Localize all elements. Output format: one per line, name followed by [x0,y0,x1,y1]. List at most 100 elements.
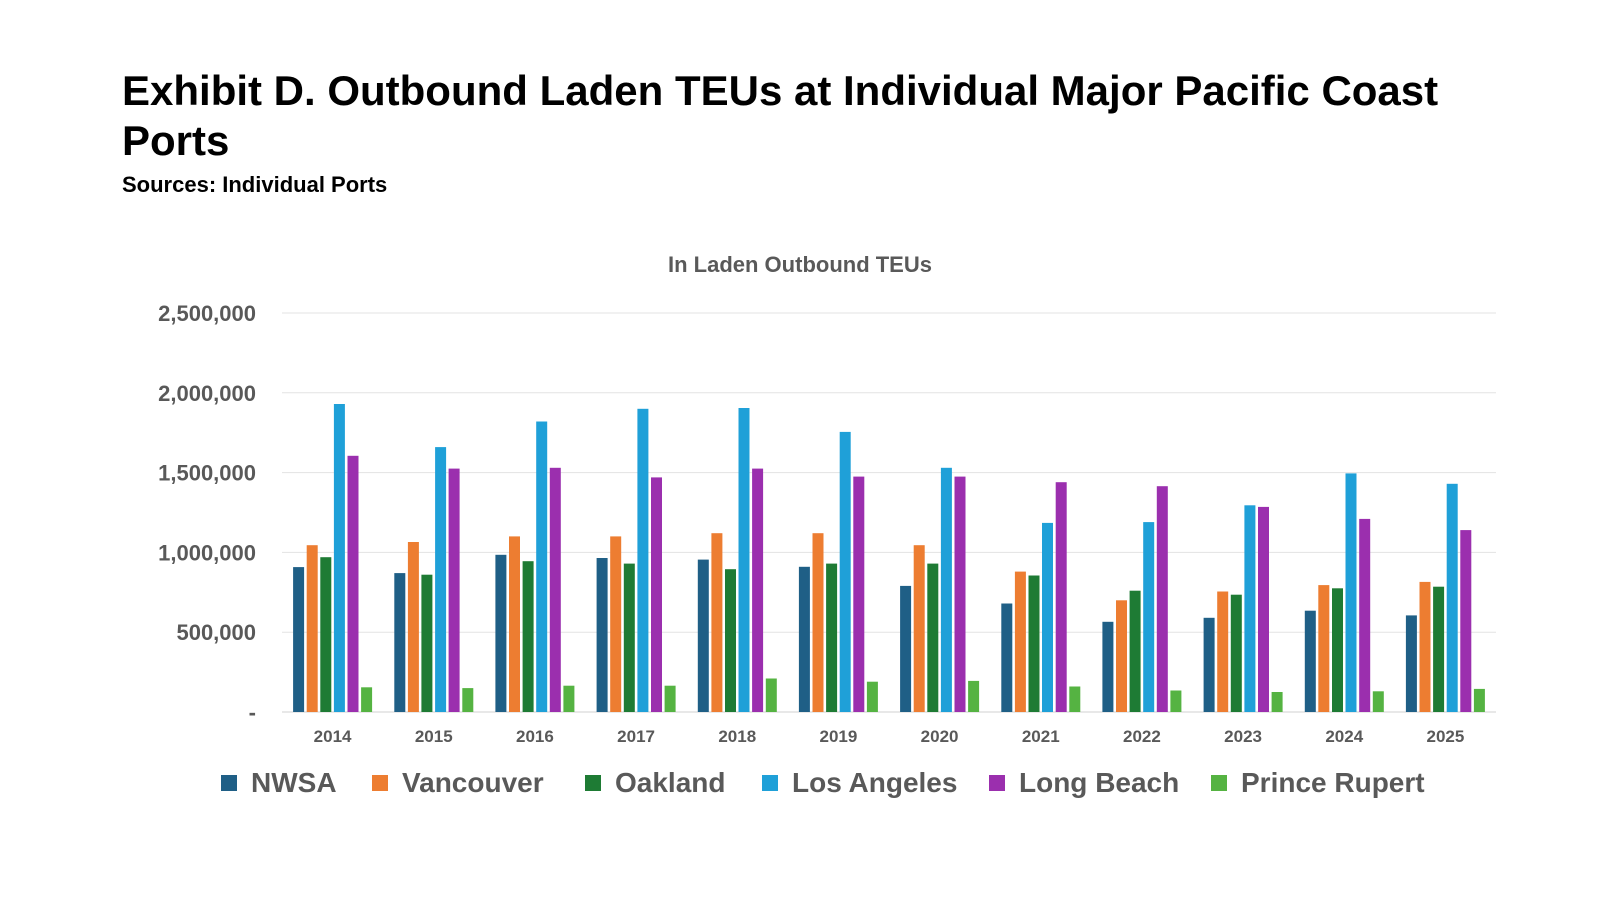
bar-los-angeles-2015: Los Angeles 2015: 1,660,000 [435,447,447,712]
y-axis-tick-labels: - 500,000 1,000,000 1,500,000 2,000,000 2,500… [158,301,256,725]
x-tick-label: 2016 [516,727,554,746]
bar-nwsa-2020: NWSA 2020: 790,000 [900,585,912,712]
bar-prince-rupert-2023: Prince Rupert 2023: 125,000 [1271,692,1283,712]
bar-nwsa-2014: NWSA 2014: 908,000 [293,567,305,712]
bar-long-beach-2024: Long Beach 2024: 1,210,000 [1359,518,1371,712]
bar-los-angeles-2022: Los Angeles 2022: 1,190,000 [1143,522,1155,712]
legend-label-vancouver: Vancouver [402,767,544,798]
bar-vancouver-2017: Vancouver 2017: 1,100,000 [610,536,622,712]
bar-oakland-2025: Oakland 2025: 785,000 [1433,586,1445,712]
x-tick-label: 2020 [921,727,959,746]
x-tick-label: 2018 [718,727,756,746]
bar-prince-rupert-2015: Prince Rupert 2015: 150,000 [462,688,474,712]
legend-swatch-prince-rupert [1211,775,1227,791]
legend-swatch-vancouver [372,775,388,791]
bar-los-angeles-2014: Los Angeles 2014: 1,930,000 [333,404,345,712]
x-tick-label: 2023 [1224,727,1262,746]
bar-long-beach-2023: Long Beach 2023: 1,285,000 [1258,506,1269,712]
bar-los-angeles-2024: Los Angeles 2024: 1,495,000 [1345,473,1357,712]
bar-nwsa-2017: NWSA 2017: 965,000 [596,558,608,712]
bar-prince-rupert-2017: Prince Rupert 2017: 165,000 [664,685,676,712]
bar-nwsa-2024: NWSA 2024: 635,000 [1304,610,1316,712]
y-tick-label: 2,000,000 [158,381,256,406]
bar-oakland-2015: Oakland 2015: 860,000 [421,574,433,712]
x-tick-label: 2022 [1123,727,1161,746]
bar-oakland-2021: Oakland 2021: 855,000 [1028,575,1040,712]
x-tick-label: 2017 [617,727,655,746]
x-tick-label: 2019 [820,727,858,746]
bar-long-beach-2017: Long Beach 2017: 1,470,000 [651,477,662,712]
bar-prince-rupert-2025: Prince Rupert 2025: 145,000 [1473,688,1485,712]
bar-los-angeles-2025: Los Angeles 2025: 1,430,000 [1446,483,1458,712]
x-tick-label: 2025 [1427,727,1465,746]
bar-prince-rupert-2024: Prince Rupert 2024: 130,000 [1372,691,1384,712]
bar-oakland-2014: Oakland 2014: 970,000 [320,557,332,712]
bar-vancouver-2018: Vancouver 2018: 1,120,000 [711,533,723,712]
y-tick-label: - [249,700,256,725]
bar-prince-rupert-2021: Prince Rupert 2021: 160,000 [1069,686,1081,712]
bar-oakland-2016: Oakland 2016: 945,000 [522,561,534,712]
bar-series: NWSA 2014: 908,000Vancouver 2014: 1,045,… [293,404,1485,712]
bar-long-beach-2018: Long Beach 2018: 1,525,000 [752,468,764,712]
bar-nwsa-2025: NWSA 2025: 605,000 [1405,615,1417,712]
bar-oakland-2024: Oakland 2024: 775,000 [1332,588,1343,712]
bar-nwsa-2019: NWSA 2019: 910,000 [798,566,810,712]
legend-label-prince-rupert: Prince Rupert [1241,767,1425,798]
y-tick-label: 1,500,000 [158,461,256,486]
x-axis-tick-labels: 2014 2015 2016 2017 2018 2019 2020 2021 2022 2023… [314,727,1465,746]
bar-oakland-2017: Oakland 2017: 930,000 [623,563,635,712]
bar-vancouver-2025: Vancouver 2025: 815,000 [1419,581,1431,712]
bar-long-beach-2016: Long Beach 2016: 1,530,000 [549,467,561,712]
legend-swatch-oakland [585,775,601,791]
bar-vancouver-2023: Vancouver 2023: 755,000 [1217,591,1229,712]
bar-prince-rupert-2022: Prince Rupert 2022: 135,000 [1170,690,1182,712]
x-tick-label: 2021 [1022,727,1060,746]
bar-oakland-2023: Oakland 2023: 735,000 [1230,594,1242,712]
bar-los-angeles-2019: Los Angeles 2019: 1,755,000 [839,431,851,712]
x-tick-label: 2024 [1325,727,1363,746]
bar-oakland-2019: Oakland 2019: 930,000 [826,563,838,712]
bar-long-beach-2025: Long Beach 2025: 1,140,000 [1460,530,1472,712]
gridlines [282,312,1496,713]
bar-nwsa-2021: NWSA 2021: 680,000 [1001,603,1013,712]
bar-vancouver-2022: Vancouver 2022: 700,000 [1116,600,1127,712]
legend-label-nwsa: NWSA [251,767,337,798]
bar-los-angeles-2017: Los Angeles 2017: 1,900,000 [637,408,649,712]
chart-title: In Laden Outbound TEUs [668,252,932,277]
bar-long-beach-2015: Long Beach 2015: 1,525,000 [448,468,460,712]
x-tick-label: 2015 [415,727,453,746]
bar-oakland-2020: Oakland 2020: 930,000 [927,563,939,712]
bar-nwsa-2023: NWSA 2023: 590,000 [1203,617,1215,712]
y-tick-label: 1,000,000 [158,540,256,565]
legend-label-los-angeles: Los Angeles [792,767,957,798]
legend-swatch-nwsa [221,775,237,791]
legend-swatch-long-beach [989,775,1005,791]
bar-prince-rupert-2019: Prince Rupert 2019: 190,000 [866,681,878,712]
y-tick-label: 500,000 [176,620,256,645]
bar-nwsa-2018: NWSA 2018: 955,000 [697,559,709,712]
bar-los-angeles-2021: Los Angeles 2021: 1,185,000 [1042,522,1053,712]
page-subtitle: Sources: Individual Ports [122,172,388,197]
legend: NWSA Vancouver Oakland Los Angeles Long Beac… [221,767,1425,798]
bar-prince-rupert-2014: Prince Rupert 2014: 155,000 [361,687,373,712]
bar-oakland-2018: Oakland 2018: 895,000 [725,569,736,712]
bar-vancouver-2019: Vancouver 2019: 1,120,000 [812,533,824,712]
bar-los-angeles-2023: Los Angeles 2023: 1,295,000 [1244,505,1256,712]
legend-swatch-los-angeles [762,775,778,791]
bar-long-beach-2021: Long Beach 2021: 1,440,000 [1055,482,1067,712]
bar-nwsa-2016: NWSA 2016: 985,000 [495,554,507,712]
bar-vancouver-2020: Vancouver 2020: 1,045,000 [913,545,925,712]
bar-oakland-2022: Oakland 2022: 760,000 [1129,590,1141,712]
bar-nwsa-2022: NWSA 2022: 565,000 [1102,621,1114,712]
bar-long-beach-2022: Long Beach 2022: 1,415,000 [1156,486,1168,712]
legend-label-long-beach: Long Beach [1019,767,1179,798]
bar-vancouver-2014: Vancouver 2014: 1,045,000 [306,545,318,712]
bar-long-beach-2014: Long Beach 2014: 1,605,000 [347,455,359,712]
bar-vancouver-2024: Vancouver 2024: 795,000 [1318,585,1330,712]
bar-long-beach-2019: Long Beach 2019: 1,475,000 [853,476,865,712]
bar-los-angeles-2020: Los Angeles 2020: 1,530,000 [940,467,952,712]
bar-vancouver-2021: Vancouver 2021: 880,000 [1014,571,1026,712]
bar-prince-rupert-2020: Prince Rupert 2020: 195,000 [968,680,980,712]
x-tick-label: 2014 [314,727,352,746]
